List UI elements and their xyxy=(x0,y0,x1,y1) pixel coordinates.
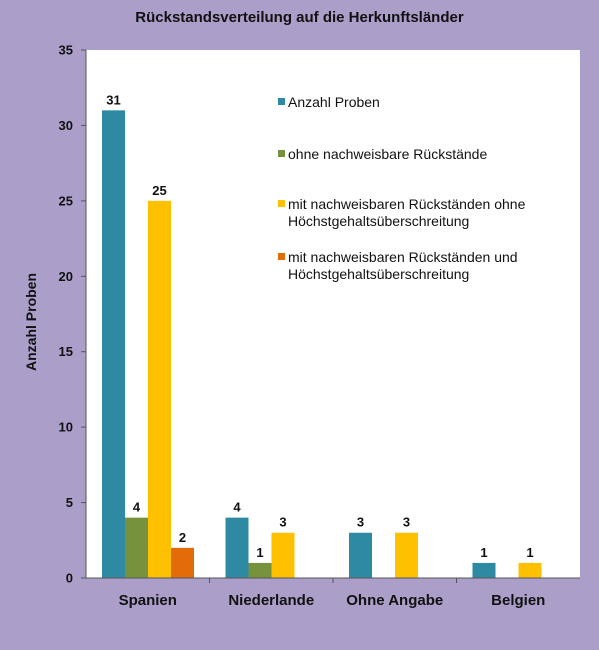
y-tick-label: 20 xyxy=(59,269,73,284)
legend-label: ohne nachweisbare Rückstände xyxy=(288,146,487,162)
bar xyxy=(271,532,295,578)
x-category-label: Niederlande xyxy=(228,592,314,609)
legend-swatch xyxy=(278,98,285,105)
bar xyxy=(472,562,496,578)
x-category-label: Spanien xyxy=(119,592,177,609)
bar xyxy=(225,517,249,578)
bar xyxy=(349,532,372,578)
y-tick-label: 0 xyxy=(66,571,73,586)
data-label: 4 xyxy=(133,500,141,515)
chart-title: Rückstandsverteilung auf die Herkunftslä… xyxy=(135,9,464,26)
legend-label: Anzahl Proben xyxy=(288,94,380,110)
y-tick-label: 35 xyxy=(59,43,73,58)
data-label: 2 xyxy=(179,530,186,545)
y-tick-label: 5 xyxy=(66,495,73,510)
legend-label: Höchstgehaltsüberschreitung xyxy=(288,213,469,229)
bar xyxy=(125,517,148,578)
data-label: 3 xyxy=(279,515,286,530)
data-label: 1 xyxy=(526,545,533,560)
legend-label: Höchstgehaltsüberschreitung xyxy=(288,266,469,282)
bar xyxy=(102,110,125,578)
bar xyxy=(518,562,542,578)
y-axis-label: Anzahl Proben xyxy=(23,273,39,371)
legend-swatch xyxy=(278,200,285,207)
y-tick-label: 30 xyxy=(59,118,73,133)
bar xyxy=(395,532,418,578)
data-label: 1 xyxy=(256,545,263,560)
bar xyxy=(248,562,272,578)
y-tick-label: 25 xyxy=(59,193,73,208)
y-tick-label: 10 xyxy=(59,420,73,435)
x-category-label: Ohne Angabe xyxy=(346,592,443,609)
legend-label: mit nachweisbaren Rückständen und xyxy=(288,249,518,265)
bar xyxy=(148,200,171,578)
data-label: 31 xyxy=(106,92,120,107)
legend-swatch xyxy=(278,150,285,157)
x-category-label: Belgien xyxy=(491,592,545,609)
data-label: 4 xyxy=(233,500,241,515)
data-label: 1 xyxy=(480,545,487,560)
legend-label: mit nachweisbaren Rückständen ohne xyxy=(288,196,526,212)
y-tick-label: 15 xyxy=(59,344,73,359)
data-label: 3 xyxy=(403,515,410,530)
data-label: 25 xyxy=(152,183,166,198)
data-label: 3 xyxy=(357,515,364,530)
legend-swatch xyxy=(278,253,285,260)
bar xyxy=(171,547,194,578)
